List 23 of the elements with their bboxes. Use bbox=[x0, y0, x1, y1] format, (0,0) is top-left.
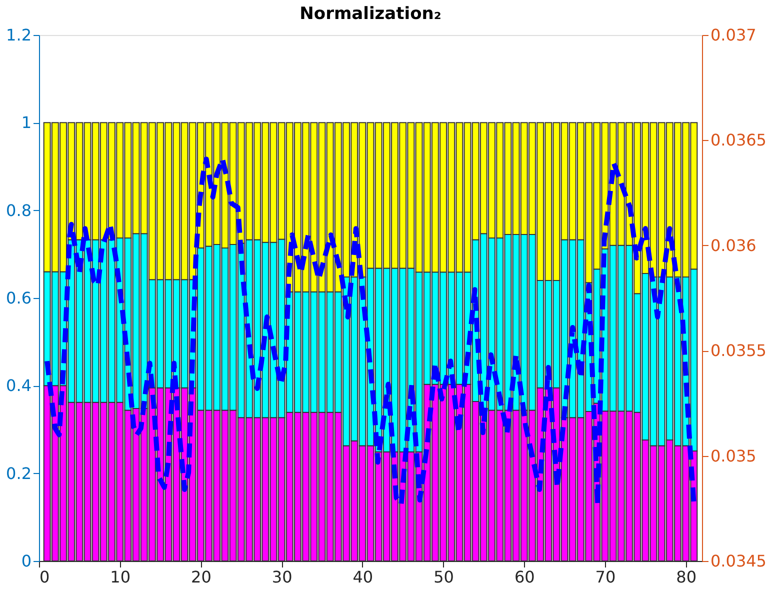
y-tick-label: 1.2 bbox=[6, 26, 32, 44]
x-tick-label: 60 bbox=[514, 568, 535, 586]
y2-tick-label: 0.0345 bbox=[710, 552, 766, 570]
chart-title: Normalization₂ bbox=[300, 4, 442, 24]
x-tick-label: 40 bbox=[352, 568, 374, 586]
y-tick-label: 0.2 bbox=[6, 464, 32, 483]
y2-tick-label: 0.0365 bbox=[710, 130, 766, 150]
x-tick-label: 80 bbox=[676, 568, 697, 586]
y2-tick-label: 0.035 bbox=[710, 446, 756, 466]
x-tick-label: 20 bbox=[191, 568, 212, 586]
x-tick-label: 70 bbox=[595, 568, 616, 586]
x-tick-label: 0 bbox=[40, 568, 50, 586]
y2-tick-label: 0.0355 bbox=[710, 341, 766, 360]
y-tick-label: 0.8 bbox=[6, 200, 32, 220]
y-tick-label: 0.6 bbox=[6, 288, 32, 308]
y-tick-label: 0 bbox=[21, 552, 32, 570]
x-tick-label: 30 bbox=[272, 568, 292, 586]
y-tick-label: 0.4 bbox=[6, 376, 32, 396]
x-tick-label: 50 bbox=[434, 568, 454, 586]
y-tick-label: 1 bbox=[21, 113, 32, 132]
y2-tick-label: 0.036 bbox=[710, 236, 756, 255]
y2-tick-label: 0.037 bbox=[710, 26, 756, 44]
x-tick-label: 10 bbox=[110, 568, 131, 586]
